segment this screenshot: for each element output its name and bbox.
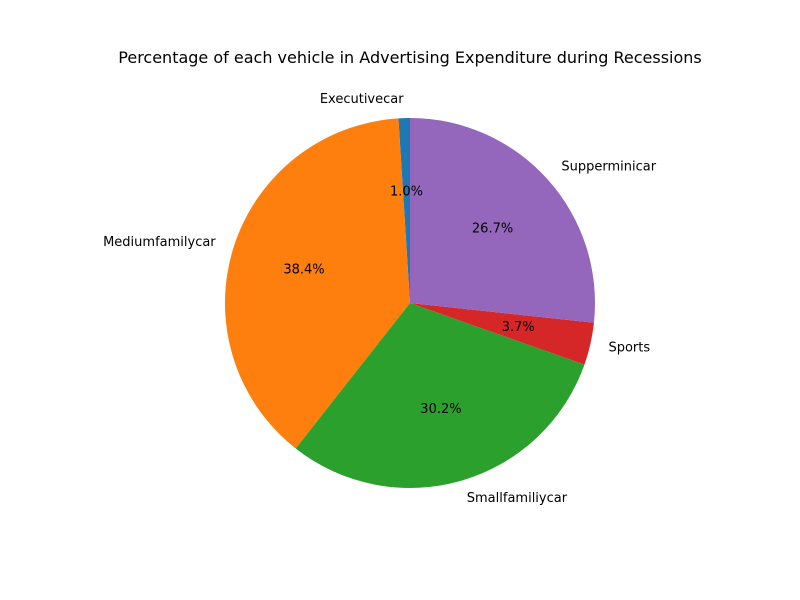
pct-label-smallfamiliycar: 30.2% xyxy=(420,402,461,417)
pct-label-executivecar: 1.0% xyxy=(390,185,423,200)
pie-slices xyxy=(225,118,595,488)
slice-label-mediumfamilycar: Mediumfamilycar xyxy=(103,235,216,250)
pie-slice-sports xyxy=(410,303,594,365)
chart-title: Percentage of each vehicle in Advertisin… xyxy=(118,48,701,67)
slice-label-sports: Sports xyxy=(608,341,650,356)
slice-label-executivecar: Executivecar xyxy=(320,92,404,107)
pct-label-sports: 3.7% xyxy=(502,320,535,335)
pie-slice-supperminicar xyxy=(410,118,595,323)
slice-label-supperminicar: Supperminicar xyxy=(561,159,656,174)
pct-label-supperminicar: 26.7% xyxy=(472,221,513,236)
pie-labels: Executivecar 1.0% Mediumfamilycar 38.4% Smal… xyxy=(103,92,657,506)
pct-label-mediumfamilycar: 38.4% xyxy=(283,263,324,278)
slice-label-smallfamiliycar: Smallfamiliycar xyxy=(467,491,568,506)
pie-slice-mediumfamilycar xyxy=(225,118,410,449)
pie-slice-smallfamiliycar xyxy=(295,303,585,488)
pie-slice-executivecar xyxy=(398,118,410,303)
